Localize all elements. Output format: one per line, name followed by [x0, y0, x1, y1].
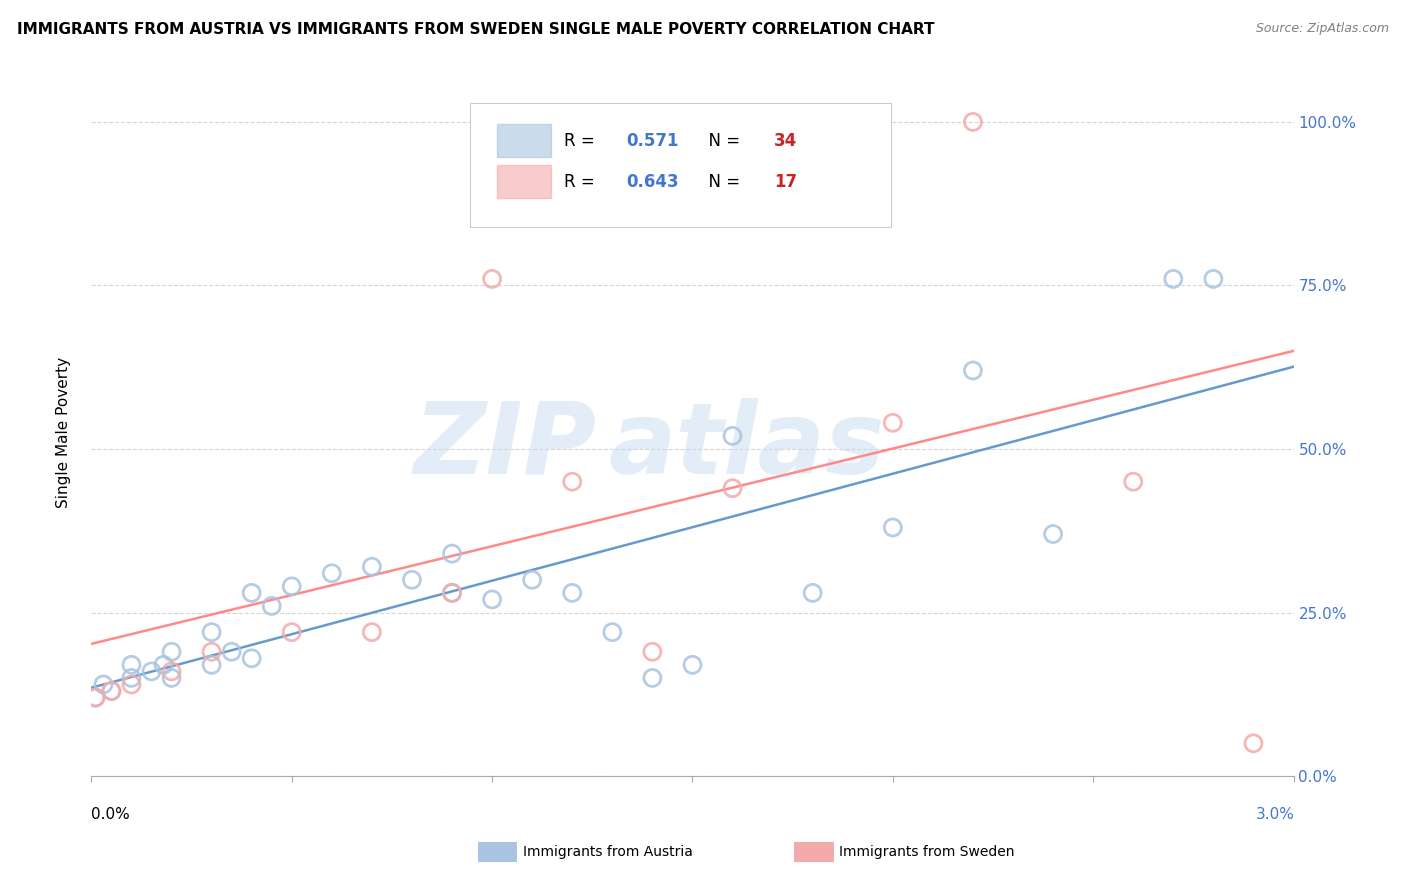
Point	[801, 115, 824, 129]
Point	[121, 671, 143, 685]
Point	[882, 520, 904, 534]
Point	[84, 690, 107, 705]
Text: ZIP: ZIP	[413, 398, 596, 495]
Text: R =: R =	[564, 173, 600, 191]
Text: Immigrants from Austria: Immigrants from Austria	[523, 845, 693, 859]
Point	[160, 665, 183, 679]
Point	[160, 671, 183, 685]
Point	[962, 363, 984, 377]
Point	[520, 573, 543, 587]
Point	[440, 547, 463, 561]
Point	[201, 645, 224, 659]
Point	[1202, 272, 1225, 286]
Point	[481, 592, 503, 607]
Point	[201, 625, 224, 640]
Y-axis label: Single Male Poverty: Single Male Poverty	[56, 357, 70, 508]
Point	[561, 586, 583, 600]
Point	[481, 272, 503, 286]
Text: IMMIGRANTS FROM AUSTRIA VS IMMIGRANTS FROM SWEDEN SINGLE MALE POVERTY CORRELATIO: IMMIGRANTS FROM AUSTRIA VS IMMIGRANTS FR…	[17, 22, 935, 37]
Point	[100, 684, 122, 698]
Point	[152, 657, 174, 672]
FancyBboxPatch shape	[470, 103, 891, 227]
Text: 3.0%: 3.0%	[1256, 807, 1295, 822]
Point	[240, 586, 263, 600]
Point	[240, 651, 263, 665]
Text: 0.643: 0.643	[626, 173, 679, 191]
Text: atlas: atlas	[609, 398, 884, 495]
Point	[321, 566, 343, 581]
Point	[440, 586, 463, 600]
Point	[681, 657, 703, 672]
Point	[721, 429, 744, 443]
Point	[121, 657, 143, 672]
Point	[201, 657, 224, 672]
Point	[221, 645, 243, 659]
Point	[141, 665, 163, 679]
Point	[1243, 736, 1265, 750]
Point	[1042, 527, 1064, 541]
Point	[602, 625, 624, 640]
Text: Immigrants from Sweden: Immigrants from Sweden	[839, 845, 1015, 859]
Point	[1161, 272, 1184, 286]
Point	[100, 684, 122, 698]
Point	[401, 573, 423, 587]
Text: Source: ZipAtlas.com: Source: ZipAtlas.com	[1256, 22, 1389, 36]
Point	[281, 579, 304, 593]
Text: 34: 34	[775, 132, 797, 150]
FancyBboxPatch shape	[496, 124, 551, 157]
Text: N =: N =	[699, 173, 745, 191]
Text: 0.571: 0.571	[626, 132, 679, 150]
Point	[440, 586, 463, 600]
Point	[360, 559, 382, 574]
Point	[281, 625, 304, 640]
Point	[84, 690, 107, 705]
Point	[641, 671, 664, 685]
Text: 17: 17	[775, 173, 797, 191]
Point	[160, 645, 183, 659]
FancyBboxPatch shape	[496, 165, 551, 198]
Text: 0.0%: 0.0%	[91, 807, 131, 822]
Point	[1122, 475, 1144, 489]
Point	[801, 586, 824, 600]
Point	[121, 677, 143, 691]
Point	[561, 475, 583, 489]
Point	[360, 625, 382, 640]
Point	[882, 416, 904, 430]
Point	[641, 645, 664, 659]
Point	[962, 115, 984, 129]
Text: R =: R =	[564, 132, 600, 150]
Point	[93, 677, 115, 691]
Point	[260, 599, 283, 613]
Point	[721, 481, 744, 495]
Text: N =: N =	[699, 132, 745, 150]
